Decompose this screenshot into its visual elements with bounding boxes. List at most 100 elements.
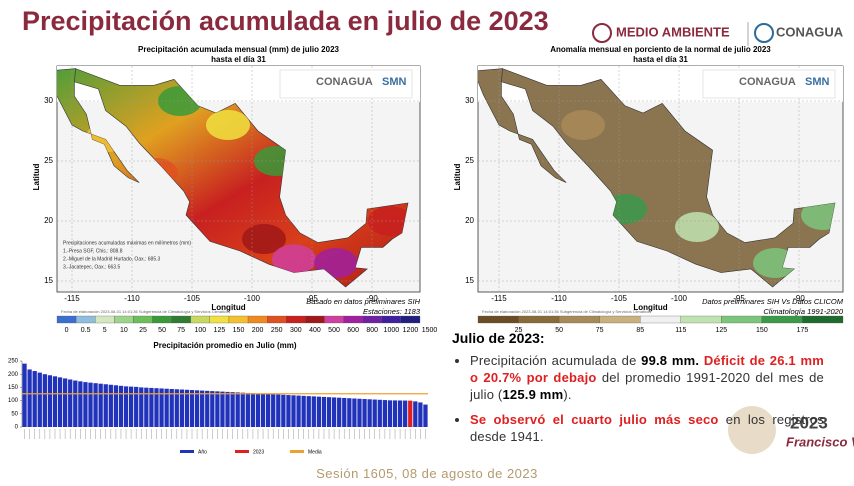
bar bbox=[32, 371, 37, 427]
colorbar-label: 0 bbox=[65, 327, 69, 334]
bar bbox=[286, 395, 291, 427]
colorbar-label: 75 bbox=[177, 327, 185, 334]
colorbar-label: 200 bbox=[252, 327, 264, 334]
text-bold: 99.8 mm. bbox=[641, 353, 700, 368]
legend-swatch bbox=[180, 450, 194, 453]
x-axis-label: Longitud bbox=[633, 303, 667, 312]
bullet: Se observó el cuarto julio más seco en l… bbox=[470, 411, 824, 445]
bar bbox=[387, 400, 393, 427]
y-tick-label: 250 bbox=[8, 359, 19, 365]
bar bbox=[184, 389, 190, 427]
colorbar-label: 0.5 bbox=[81, 327, 91, 334]
colorbar-label: 150 bbox=[756, 327, 768, 334]
bar bbox=[413, 401, 418, 427]
bar bbox=[392, 400, 398, 427]
colorbar-label: 500 bbox=[328, 327, 340, 334]
map-subtitle: hasta el día 31 bbox=[211, 55, 266, 64]
map-logo-box bbox=[279, 69, 413, 99]
colorbar-label: 175 bbox=[797, 327, 809, 334]
x-tick-label: -105 bbox=[611, 294, 628, 303]
text: Precipitación acumulada de bbox=[470, 353, 642, 368]
bar bbox=[326, 397, 332, 427]
bar bbox=[245, 392, 250, 427]
colorbar-label: 300 bbox=[290, 327, 302, 334]
colorbar-label: 400 bbox=[309, 327, 321, 334]
bar bbox=[200, 390, 205, 427]
bar bbox=[291, 395, 296, 427]
bar bbox=[377, 399, 382, 427]
chart-title: Precipitación promedio en Julio (mm) bbox=[153, 341, 296, 350]
map-logo: CONAGUA bbox=[739, 76, 796, 88]
text-bold: 125.9 mm bbox=[502, 387, 564, 402]
colorbar-swatch bbox=[114, 315, 134, 324]
colorbar-swatch bbox=[209, 315, 230, 324]
x-tick-label: -115 bbox=[491, 294, 507, 303]
bar bbox=[357, 398, 362, 427]
logo-year: 2023 bbox=[790, 413, 828, 432]
y-tick-label: 150 bbox=[8, 385, 19, 391]
colorbar-swatch bbox=[640, 315, 681, 324]
legend-label: Año bbox=[198, 449, 207, 455]
bar bbox=[128, 386, 134, 427]
colorbar-swatch bbox=[680, 315, 722, 324]
bar bbox=[63, 378, 68, 427]
bar bbox=[423, 404, 428, 427]
colorbar-label: 125 bbox=[715, 327, 727, 334]
logo-icon bbox=[754, 23, 774, 43]
logo-text: MEDIO AMBIENTE bbox=[616, 24, 730, 39]
colorbar-label: 125 bbox=[214, 327, 226, 334]
legend-label: 2023 bbox=[253, 449, 264, 455]
colorbar-swatch bbox=[802, 315, 844, 324]
colorbar-label: 1200 bbox=[403, 327, 419, 334]
bar bbox=[250, 393, 256, 427]
colorbar-swatch bbox=[247, 315, 268, 324]
x-tick-label: -110 bbox=[124, 294, 140, 303]
bar bbox=[108, 384, 113, 427]
colorbar-swatch bbox=[400, 315, 421, 324]
colorbar-swatch bbox=[190, 315, 210, 324]
land-patch bbox=[206, 110, 250, 140]
bar bbox=[194, 390, 200, 427]
bar bbox=[397, 400, 403, 427]
colorbar-label: 25 bbox=[515, 327, 523, 334]
bar bbox=[205, 390, 210, 427]
y-tick-label: 30 bbox=[44, 96, 53, 105]
colorbar-swatch bbox=[518, 315, 560, 324]
legend-swatch bbox=[235, 450, 249, 453]
colorbar-label: 5 bbox=[103, 327, 107, 334]
y-tick-label: 0 bbox=[15, 425, 19, 431]
y-tick-label: 15 bbox=[465, 276, 474, 285]
bar bbox=[113, 385, 119, 427]
bar bbox=[189, 390, 195, 427]
bar bbox=[240, 392, 245, 427]
bar bbox=[139, 387, 144, 427]
bar bbox=[321, 396, 327, 427]
y-tick-label: 20 bbox=[465, 216, 474, 225]
bar bbox=[42, 374, 47, 427]
bar bbox=[418, 402, 423, 427]
colorbar-swatch bbox=[761, 315, 803, 324]
logo-name: Francisco VILLA bbox=[786, 434, 854, 449]
y-tick-label: 100 bbox=[8, 398, 19, 404]
panel-heading: Julio de 2023: bbox=[452, 330, 545, 346]
bar bbox=[210, 391, 215, 427]
colorbar-label: 150 bbox=[233, 327, 245, 334]
slide-title: Precipitación acumulada en julio de 2023 bbox=[22, 6, 549, 36]
colorbar-swatch bbox=[343, 315, 363, 324]
map-note: 1.-Presa SGF, Chis.: 808.8 bbox=[63, 248, 123, 254]
x-tick-label: -95 bbox=[306, 294, 318, 303]
land-patch bbox=[272, 244, 316, 275]
bar bbox=[123, 386, 129, 427]
bar bbox=[68, 379, 73, 427]
bar bbox=[266, 394, 271, 427]
bar bbox=[47, 375, 53, 427]
logo-portrait bbox=[728, 406, 776, 454]
footer: Sesión 1605, 08 de agosto de 2023 bbox=[316, 466, 538, 481]
map-logo-box bbox=[702, 69, 836, 99]
colorbar-label: 800 bbox=[366, 327, 378, 334]
map-title: Anomalía mensual en porciento de la norm… bbox=[550, 45, 771, 54]
text-panel: Julio de 2023: Precipitación acumulada d… bbox=[452, 330, 824, 453]
bar bbox=[118, 385, 124, 427]
map: Anomalía mensual en porciento de la norm… bbox=[453, 45, 844, 334]
